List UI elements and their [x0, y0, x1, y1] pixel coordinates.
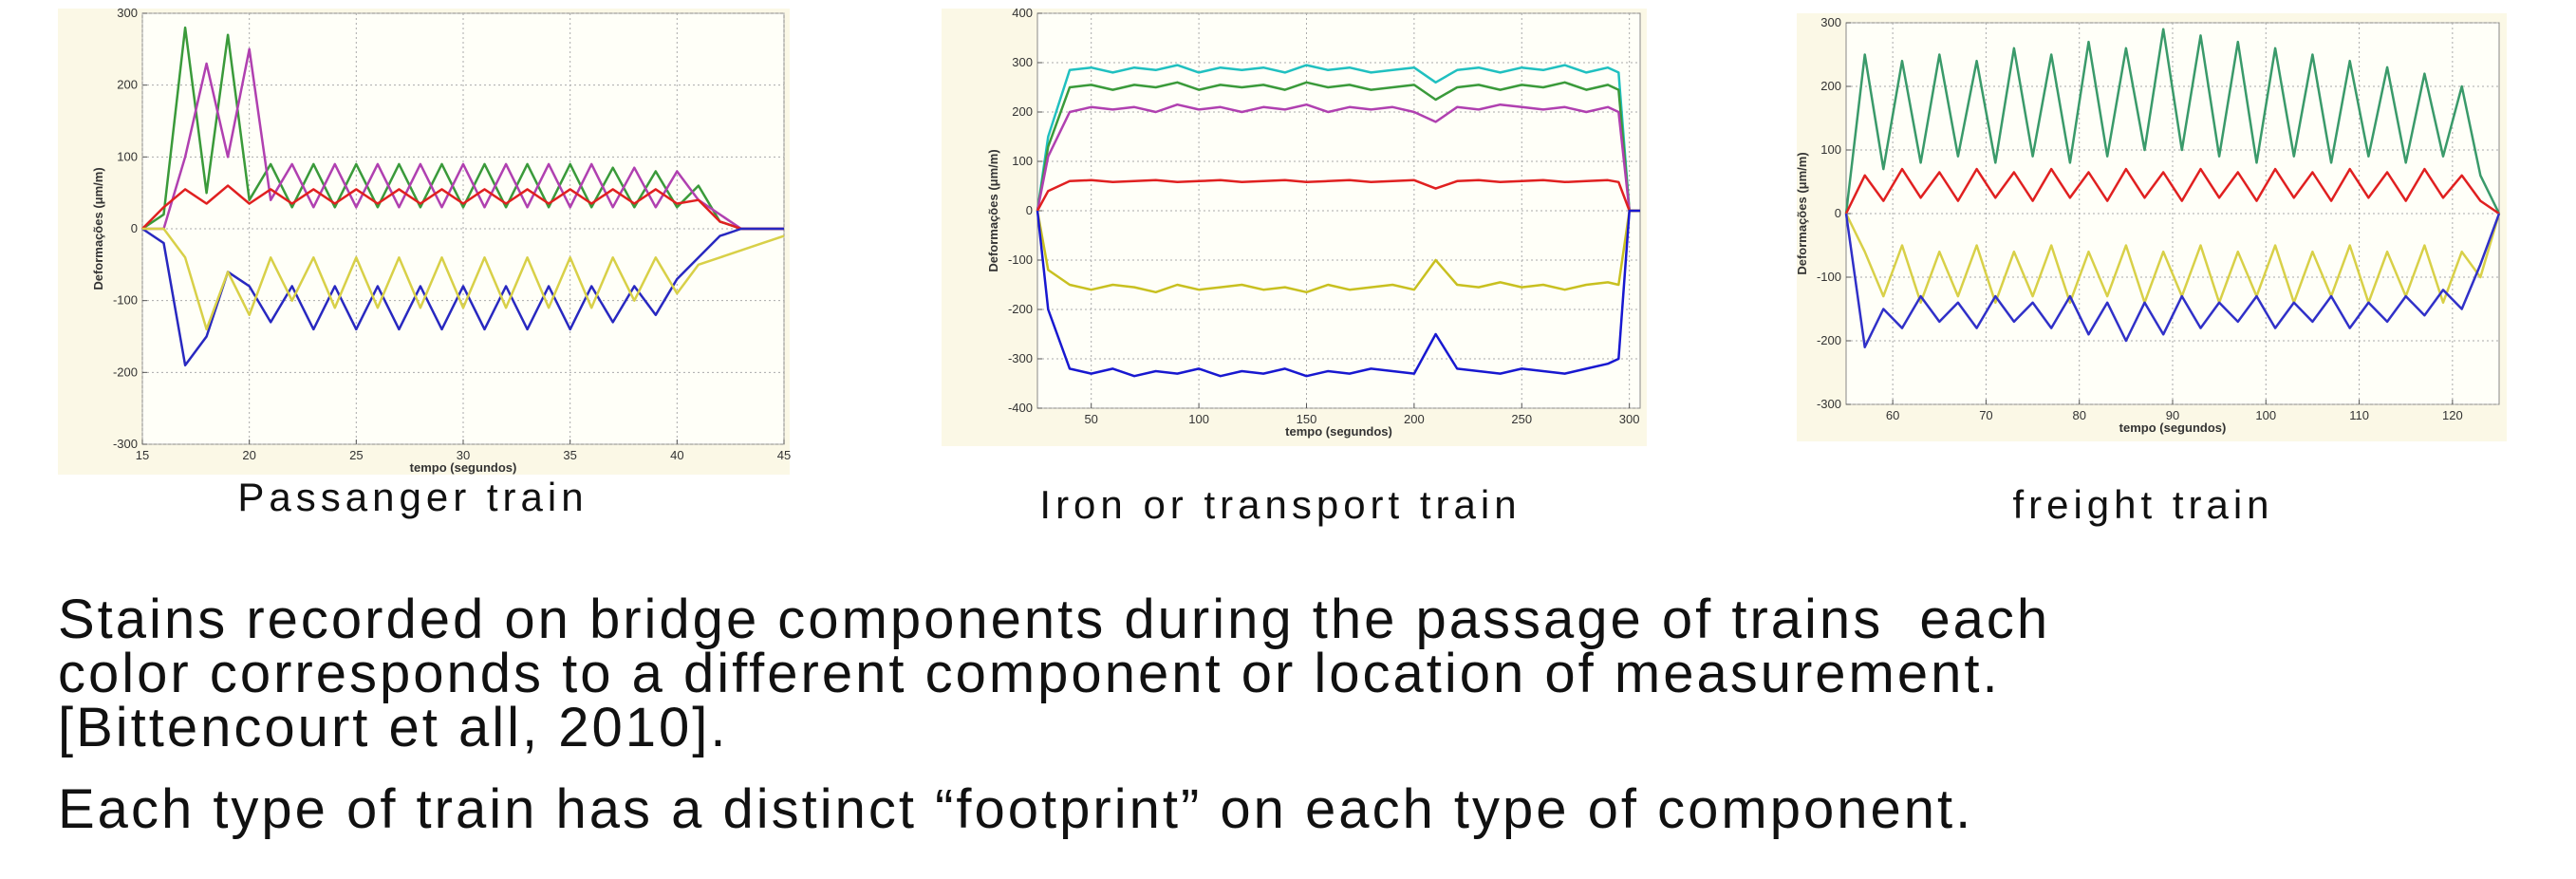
- signal-line: [1036, 103, 1640, 213]
- caption: Passanger train: [237, 475, 588, 519]
- y-tick-label: 100: [1012, 154, 1033, 168]
- y-axis-label: Deformações (μm/m): [1795, 152, 1809, 274]
- paragraph-line: [Bittencourt et all, 2010].: [58, 697, 728, 758]
- paragraph-line: Each type of train has a distinct “footp…: [58, 778, 1973, 840]
- x-tick-label: 150: [1297, 412, 1317, 426]
- y-tick-label: 0: [1026, 203, 1033, 217]
- x-tick-label: 250: [1511, 412, 1532, 426]
- x-tick-label: 40: [670, 448, 683, 462]
- x-axis-label: tempo (segundos): [1285, 424, 1392, 439]
- x-tick-label: 25: [349, 448, 363, 462]
- x-tick-label: 35: [563, 448, 576, 462]
- x-tick-label: 100: [2255, 408, 2276, 422]
- signal-line: [1844, 28, 2501, 215]
- y-tick-label: -200: [113, 365, 138, 379]
- signal-line: [1036, 209, 1640, 378]
- y-tick-label: -200: [1008, 302, 1033, 316]
- caption: Iron or transport train: [1039, 482, 1521, 527]
- y-tick-label: -300: [113, 437, 138, 451]
- y-tick-label: -100: [1817, 270, 1841, 284]
- signal-line: [141, 227, 784, 367]
- x-tick-label: 110: [2349, 408, 2369, 422]
- x-tick-label: 60: [1886, 408, 1899, 422]
- y-tick-label: 300: [117, 6, 138, 20]
- y-tick-label: -300: [1817, 397, 1841, 411]
- y-tick-label: 200: [1012, 104, 1033, 119]
- y-tick-label: 200: [1820, 79, 1841, 93]
- signal-line: [141, 184, 784, 231]
- x-tick-label: 200: [1404, 412, 1425, 426]
- signal-line: [1036, 178, 1640, 213]
- x-axis-label: tempo (segundos): [410, 460, 517, 475]
- caption: freight train: [2012, 482, 2273, 527]
- y-tick-label: -400: [1008, 401, 1033, 415]
- signal-line: [141, 26, 784, 231]
- x-tick-label: 90: [2166, 408, 2179, 422]
- y-tick-label: 0: [1835, 206, 1841, 220]
- x-tick-label: 15: [136, 448, 149, 462]
- x-tick-label: 50: [1084, 412, 1097, 426]
- signal-line: [142, 47, 784, 231]
- y-tick-label: 100: [117, 149, 138, 163]
- y-axis-label: Deformações (μm/m): [91, 167, 105, 290]
- x-tick-label: 70: [1979, 408, 1992, 422]
- paragraph-line: color corresponds to a different compone…: [58, 643, 2001, 704]
- x-tick-label: 45: [777, 448, 791, 462]
- signal-line: [1844, 213, 2501, 305]
- signal-line: [1036, 209, 1640, 294]
- signal-line: [1036, 64, 1640, 213]
- signal-line: [1844, 167, 2500, 215]
- y-tick-label: 0: [131, 221, 138, 235]
- y-tick-label: 300: [1012, 55, 1033, 69]
- x-axis-label: tempo (segundos): [2119, 421, 2227, 435]
- x-tick-label: 20: [242, 448, 255, 462]
- signal-line: [142, 227, 785, 331]
- y-tick-label: -200: [1817, 333, 1841, 347]
- signal-line: [1844, 213, 2501, 348]
- y-tick-label: 300: [1820, 15, 1841, 29]
- paragraph-line: Stains recorded on bridge components dur…: [58, 589, 2050, 650]
- x-tick-label: 80: [2072, 408, 2085, 422]
- y-tick-label: -300: [1008, 351, 1033, 365]
- y-tick-label: 200: [117, 78, 138, 92]
- x-tick-label: 300: [1619, 412, 1640, 426]
- signal-line: [1036, 81, 1640, 213]
- x-tick-label: 100: [1188, 412, 1209, 426]
- y-axis-label: Deformações (μm/m): [986, 149, 1000, 271]
- y-tick-label: 400: [1012, 6, 1033, 20]
- y-tick-label: 100: [1820, 142, 1841, 157]
- x-tick-label: 30: [457, 448, 470, 462]
- y-tick-label: -100: [113, 293, 138, 308]
- x-tick-label: 120: [2442, 408, 2463, 422]
- y-tick-label: -100: [1008, 252, 1033, 267]
